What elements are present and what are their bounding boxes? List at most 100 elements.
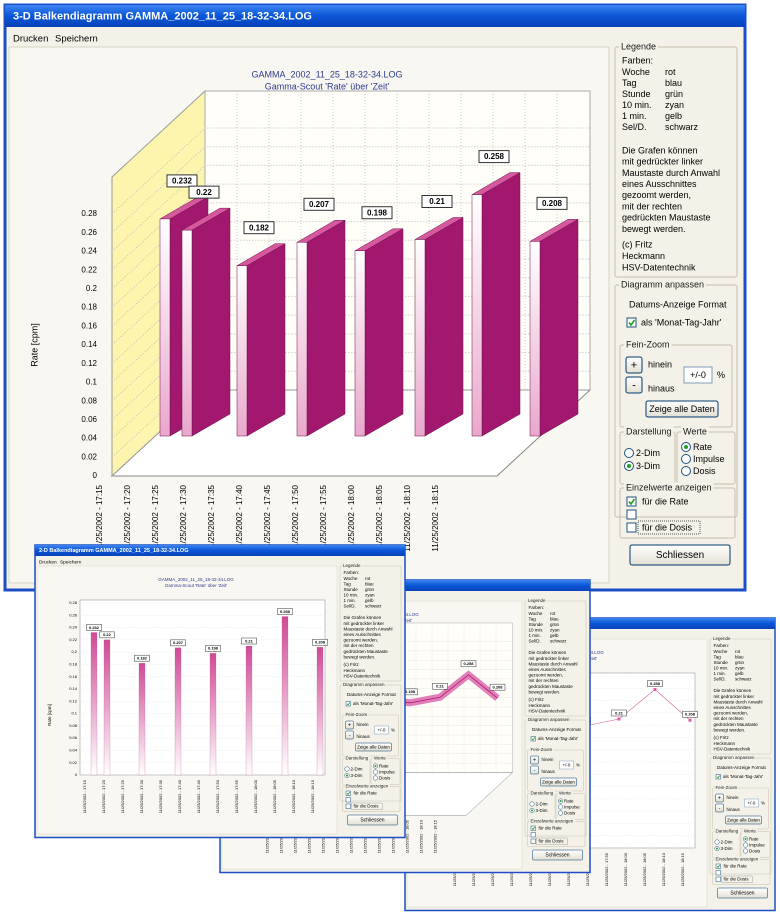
button[interactable]: [717, 887, 768, 899]
single-option[interactable]: für die Rate: [642, 496, 689, 506]
checkbox[interactable]: [530, 832, 536, 838]
button-label[interactable]: Schliessen: [656, 550, 704, 561]
display-option[interactable]: 3-Dim: [536, 808, 548, 813]
button[interactable]: [532, 849, 583, 861]
zoom-input[interactable]: [374, 725, 389, 735]
button-label[interactable]: Schliessen: [730, 891, 754, 897]
date-format-option[interactable]: als 'Monat-Tag-Jahr': [538, 736, 578, 741]
button[interactable]: [715, 803, 724, 813]
checkbox[interactable]: [715, 870, 721, 876]
menu-item[interactable]: Drucken: [13, 34, 48, 45]
value-option[interactable]: Dosis: [749, 848, 761, 853]
button-label[interactable]: Schliessen: [360, 818, 384, 824]
checkbox[interactable]: [626, 317, 637, 328]
value-option[interactable]: Dosis: [564, 810, 576, 815]
button[interactable]: [645, 400, 719, 418]
checkbox[interactable]: [626, 496, 637, 507]
radio[interactable]: [743, 842, 748, 848]
checkbox[interactable]: [715, 863, 721, 869]
button-label[interactable]: +: [718, 796, 721, 802]
checkbox[interactable]: [345, 701, 351, 707]
menu-item[interactable]: Drucken: [39, 559, 57, 565]
menu-item[interactable]: Speichern: [55, 34, 98, 45]
radio[interactable]: [681, 466, 691, 476]
button[interactable]: [530, 755, 539, 765]
button-label[interactable]: -: [349, 733, 351, 739]
single-option[interactable]: für die Rate: [539, 826, 563, 831]
button[interactable]: [725, 815, 762, 825]
button-label[interactable]: Zeige alle Daten: [727, 817, 760, 822]
radio[interactable]: [714, 839, 720, 845]
button-label[interactable]: +: [631, 359, 637, 371]
checkbox[interactable]: [626, 509, 637, 520]
button[interactable]: [625, 376, 643, 394]
checkbox[interactable]: [530, 736, 536, 742]
zoom-input-value[interactable]: +/-0: [748, 800, 756, 805]
display-option[interactable]: 3-Dim: [351, 773, 363, 778]
button[interactable]: [715, 793, 724, 803]
button-label[interactable]: +: [533, 758, 536, 764]
button[interactable]: [625, 356, 643, 374]
button[interactable]: [540, 777, 577, 787]
zoom-input[interactable]: [559, 760, 574, 770]
zoom-input-value[interactable]: +/-0: [563, 762, 571, 767]
button-label[interactable]: -: [719, 806, 721, 812]
date-format-option[interactable]: als 'Monat-Tag-Jahr': [641, 317, 722, 327]
single-option[interactable]: für die Dosis: [539, 839, 565, 844]
value-option[interactable]: Rate: [564, 798, 574, 803]
checkbox[interactable]: [530, 825, 536, 831]
button[interactable]: [629, 544, 731, 566]
button[interactable]: [355, 742, 392, 752]
date-format-option[interactable]: als 'Monat-Tag-Jahr': [723, 774, 763, 779]
single-option[interactable]: für die Dosis: [354, 804, 380, 809]
radio[interactable]: [743, 848, 748, 854]
button[interactable]: [345, 730, 354, 740]
zoom-input[interactable]: [683, 366, 713, 384]
zoom-input-value[interactable]: +/-0: [378, 727, 386, 732]
value-option[interactable]: Impulse: [564, 804, 580, 809]
checkbox[interactable]: [626, 522, 637, 533]
display-option[interactable]: 3-Dim: [636, 461, 660, 471]
value-option[interactable]: Dosis: [379, 775, 391, 780]
value-option[interactable]: Impulse: [379, 769, 395, 774]
button-label[interactable]: Zeige alle Daten: [542, 779, 575, 784]
radio[interactable]: [558, 804, 563, 810]
date-format-option[interactable]: als 'Monat-Tag-Jahr': [353, 701, 393, 706]
radio[interactable]: [344, 766, 350, 772]
button-label[interactable]: -: [534, 768, 536, 774]
radio[interactable]: [529, 801, 535, 807]
radio[interactable]: [373, 775, 378, 781]
value-option[interactable]: Impulse: [749, 842, 765, 847]
button-label[interactable]: +: [348, 723, 351, 729]
display-option[interactable]: 2-Dim: [536, 801, 548, 806]
button[interactable]: [347, 814, 398, 826]
single-option[interactable]: für die Rate: [354, 791, 378, 796]
checkbox[interactable]: [715, 876, 721, 882]
display-option[interactable]: 2-Dim: [351, 766, 363, 771]
checkbox[interactable]: [345, 790, 351, 796]
button[interactable]: [530, 765, 539, 775]
value-option[interactable]: Dosis: [693, 466, 716, 476]
radio[interactable]: [558, 810, 563, 816]
display-option[interactable]: 2-Dim: [721, 839, 733, 844]
button[interactable]: [345, 720, 354, 730]
menu-item[interactable]: Speichern: [60, 559, 82, 565]
value-option[interactable]: Impulse: [693, 454, 725, 464]
value-option[interactable]: Rate: [749, 836, 759, 841]
single-option[interactable]: für die Dosis: [724, 877, 750, 882]
value-option[interactable]: Rate: [379, 763, 389, 768]
radio[interactable]: [681, 454, 691, 464]
button-label[interactable]: Zeige alle Daten: [357, 744, 390, 749]
single-option[interactable]: für die Dosis: [642, 522, 693, 532]
checkbox[interactable]: [530, 838, 536, 844]
button-label[interactable]: Zeige alle Daten: [649, 404, 715, 414]
value-option[interactable]: Rate: [693, 442, 712, 452]
button-label[interactable]: -: [632, 379, 636, 391]
radio[interactable]: [373, 769, 378, 775]
display-option[interactable]: 3-Dim: [721, 846, 733, 851]
checkbox[interactable]: [715, 774, 721, 780]
button-label[interactable]: Schliessen: [545, 853, 569, 859]
checkbox[interactable]: [345, 797, 351, 803]
checkbox[interactable]: [345, 803, 351, 809]
radio[interactable]: [624, 448, 634, 458]
